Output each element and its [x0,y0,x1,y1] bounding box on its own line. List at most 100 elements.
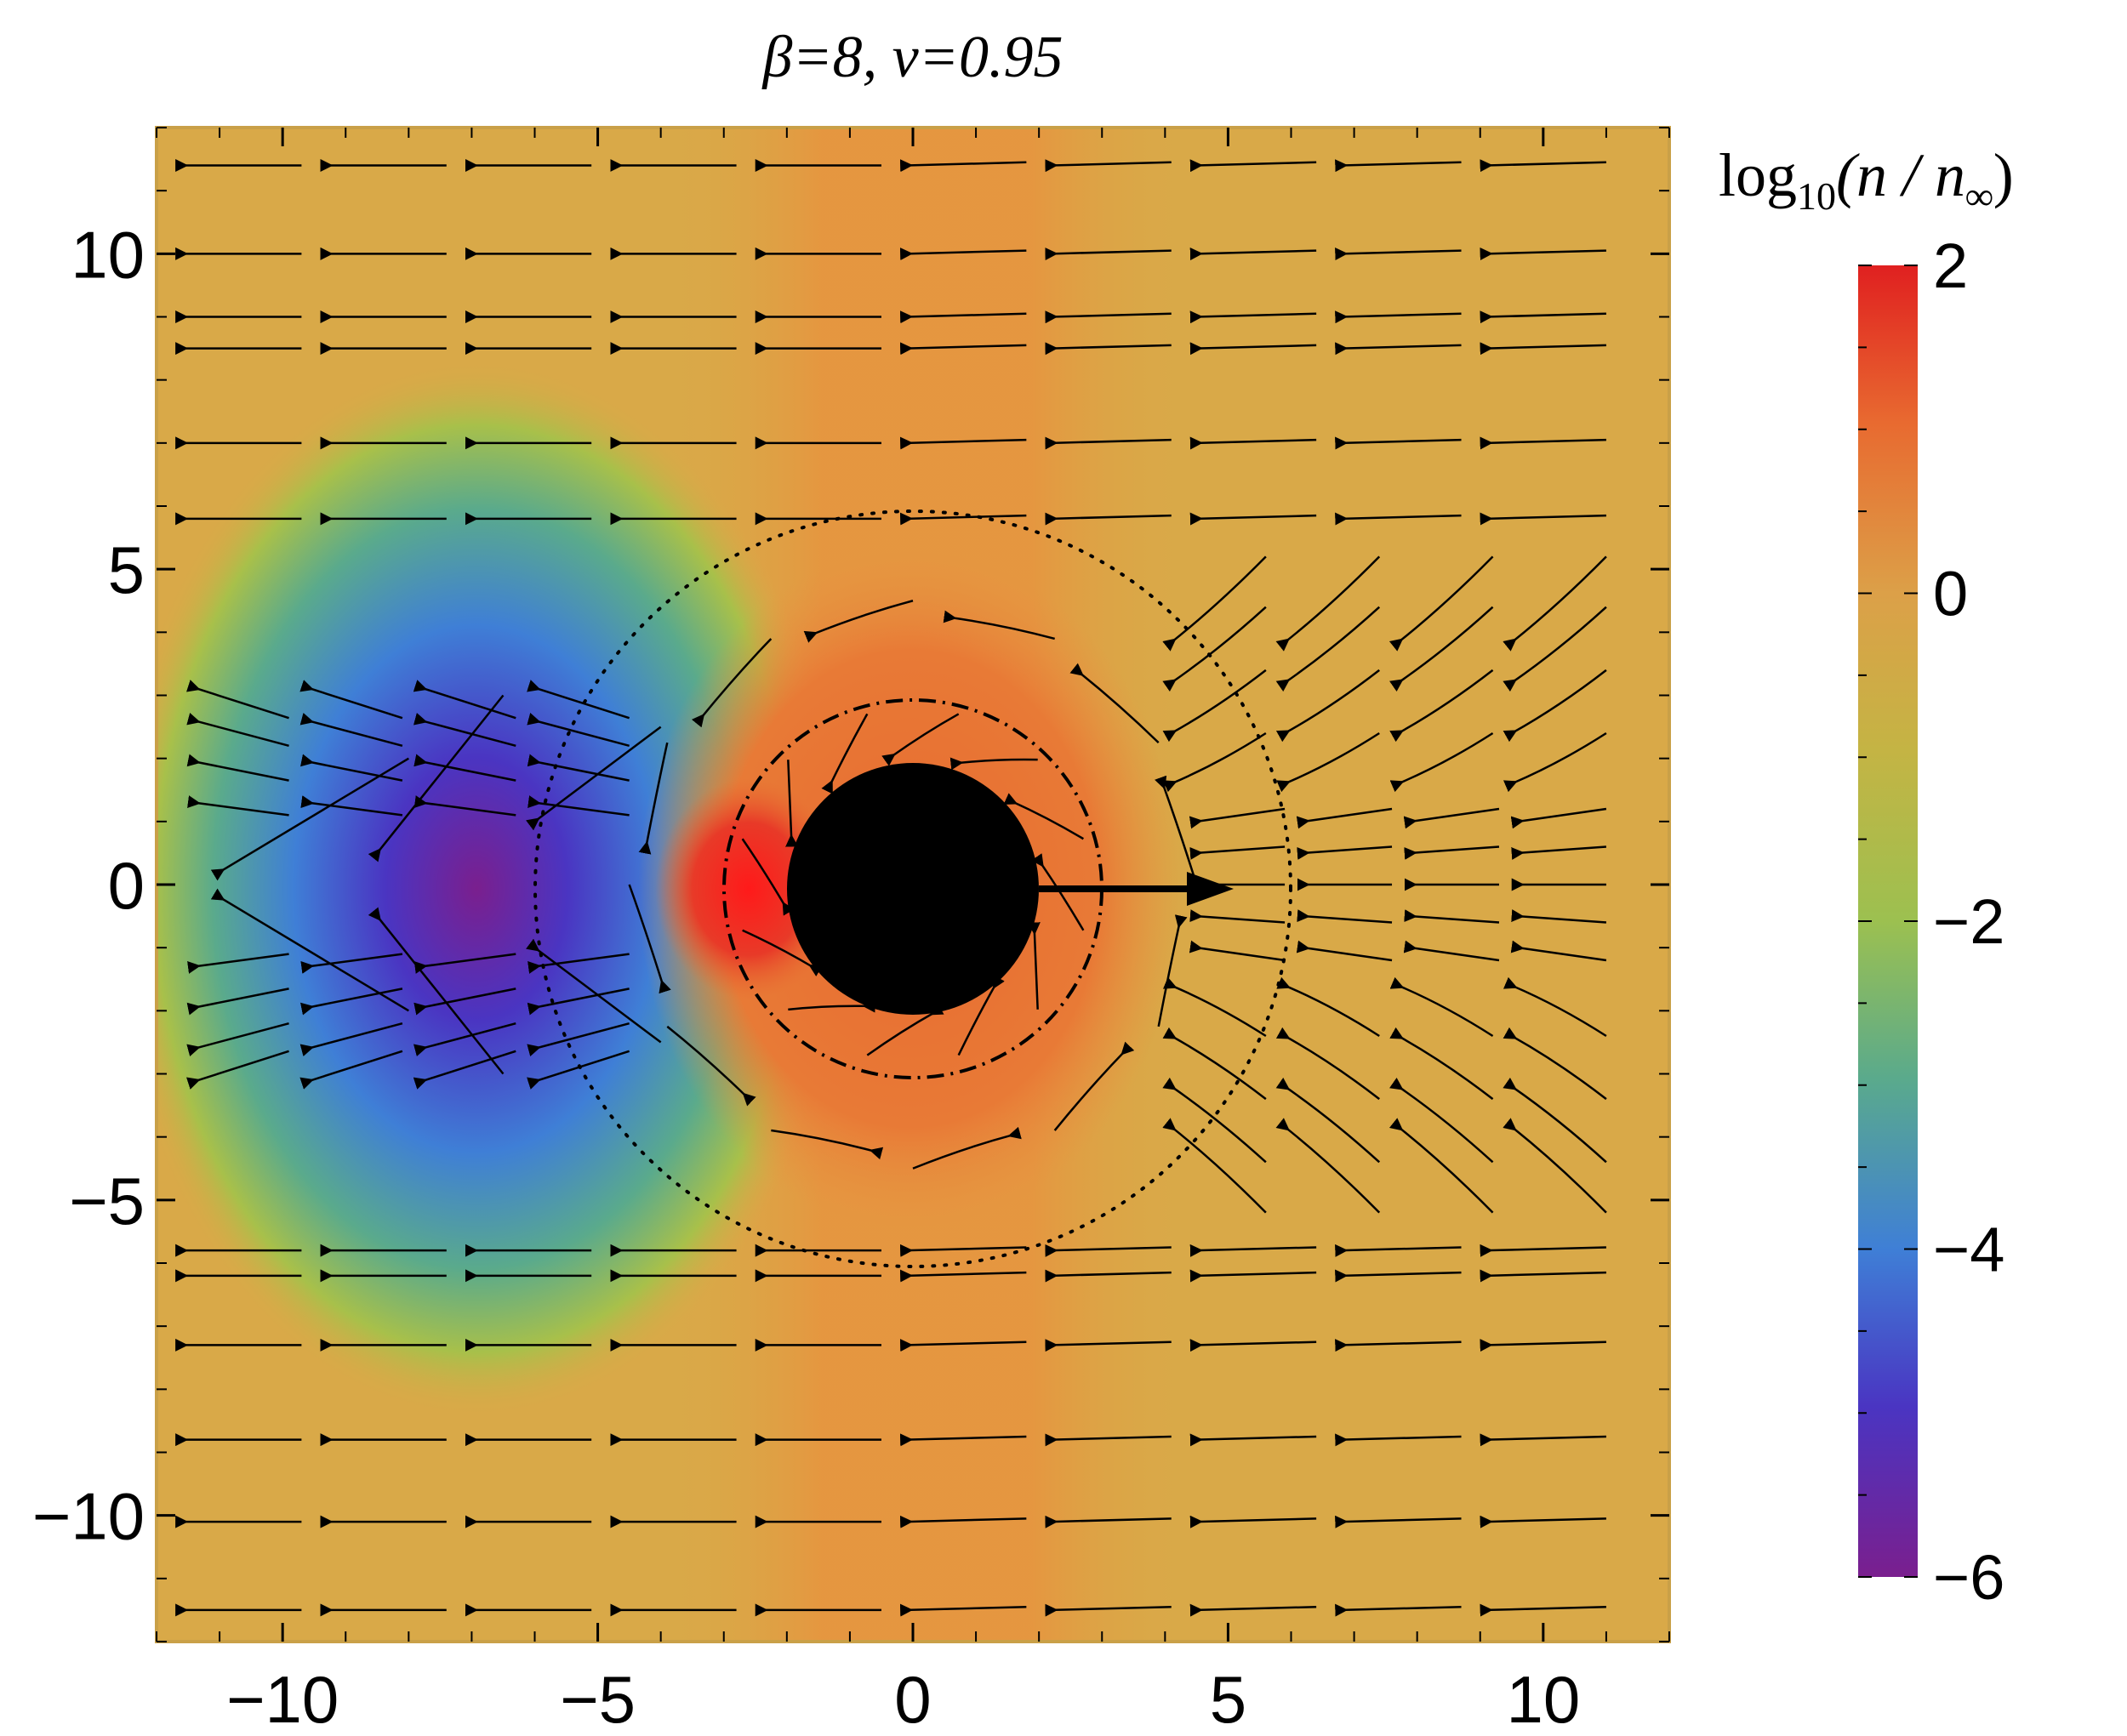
streamline [1189,248,1317,261]
streamline [1276,976,1380,1038]
colorbar-tick-label: −2 [1933,886,2004,957]
velocity-arrow-head [1187,872,1234,906]
streamline [1275,555,1381,652]
streamline [210,757,409,881]
streamline [1480,1244,1606,1257]
x-tick-label: 10 [1506,1662,1580,1736]
streamline [299,1050,403,1090]
streamline [1511,909,1607,924]
y-tick-label: 5 [108,532,145,607]
streamline [299,988,403,1016]
streamline [1389,976,1494,1038]
streamline [413,1022,516,1057]
colorbar-tick-label: −4 [1933,1215,2004,1285]
streamline [1069,663,1160,744]
streamline [1045,1515,1172,1528]
streamline [1162,1077,1267,1164]
streamline [899,436,1027,450]
streamline [527,1050,630,1090]
plot-area [157,128,1669,1642]
streamline [1189,436,1317,450]
streamline [1335,310,1462,324]
streamline [803,600,914,643]
colorbar-tick-label: 2 [1933,231,1968,301]
streamline [1335,436,1462,450]
y-axis: −10 −5 0 5 10 [32,127,1669,1642]
streamline [368,694,505,862]
streamline [866,1003,944,1056]
streamline [1189,310,1317,324]
streamline [742,929,823,977]
streamline [186,680,289,720]
streamline [899,310,1027,324]
streamline [413,754,516,782]
streamline [1503,555,1607,652]
streamline [1480,1603,1606,1617]
streamline [1162,976,1267,1038]
streamline [1003,793,1085,840]
streamline [1480,342,1606,356]
streamline [1045,310,1172,324]
streamline [186,1050,289,1090]
colorbar-tick-label: 0 [1933,559,1968,629]
streamline [1275,1118,1381,1214]
streamline [899,1244,1027,1257]
streamline [1510,807,1607,829]
streamline [1335,1244,1462,1257]
streamline [943,610,1056,640]
streamline [1480,1339,1606,1352]
streamline [368,907,505,1075]
streamline [1503,976,1607,1038]
streamline [1053,1041,1135,1131]
streamline [413,712,516,748]
streamline [413,1050,516,1090]
streamline [1162,606,1267,692]
streamline [1189,1244,1317,1257]
streamline [1162,731,1267,793]
streamline [1189,940,1286,962]
streamline [628,884,671,994]
streamline [527,680,630,720]
colorbar-tick-label: −6 [1933,1542,2004,1613]
streamline [1389,669,1494,743]
streamline [1404,909,1500,924]
streamline [527,712,630,748]
streamline [899,1603,1027,1617]
streamline [1045,512,1172,526]
streamline [899,248,1027,261]
streamline [1189,1339,1317,1352]
streamline [1335,1269,1462,1283]
streamline [299,1022,403,1057]
streamline [1503,1027,1607,1101]
streamline [899,1515,1027,1528]
chart-title: β=8, v=0.95 [761,25,1064,90]
streamline [1389,1027,1494,1101]
streamline [1335,342,1462,356]
streamline [300,795,403,817]
streamline [1335,1339,1462,1352]
streamline [1335,159,1462,173]
colorbar-label: log10(n / n∞) [1719,141,2014,218]
streamline [1335,1433,1462,1447]
colorbar: log10(n / n∞) 2 0 −2 −4 −6 [1719,141,2014,1613]
streamline [527,754,630,782]
x-tick-label: 5 [1210,1662,1246,1736]
streamline [1045,342,1172,356]
y-tick-label: 0 [108,848,145,923]
streamline [527,1022,630,1057]
streamline [1404,845,1500,860]
streamline [1389,1118,1494,1214]
x-tick-label: −10 [226,1662,339,1736]
streamline [1189,845,1286,860]
streamline [1189,807,1286,829]
streamline [1189,1603,1317,1617]
streamline [1503,669,1607,743]
streamline [186,1022,289,1057]
streamline [899,342,1027,356]
streamline [1389,555,1494,652]
low-density-region [157,361,842,1416]
streamline [1480,1433,1606,1447]
streamline [1189,159,1317,173]
x-tick-label: 0 [894,1662,931,1736]
streamline [1275,1027,1380,1101]
